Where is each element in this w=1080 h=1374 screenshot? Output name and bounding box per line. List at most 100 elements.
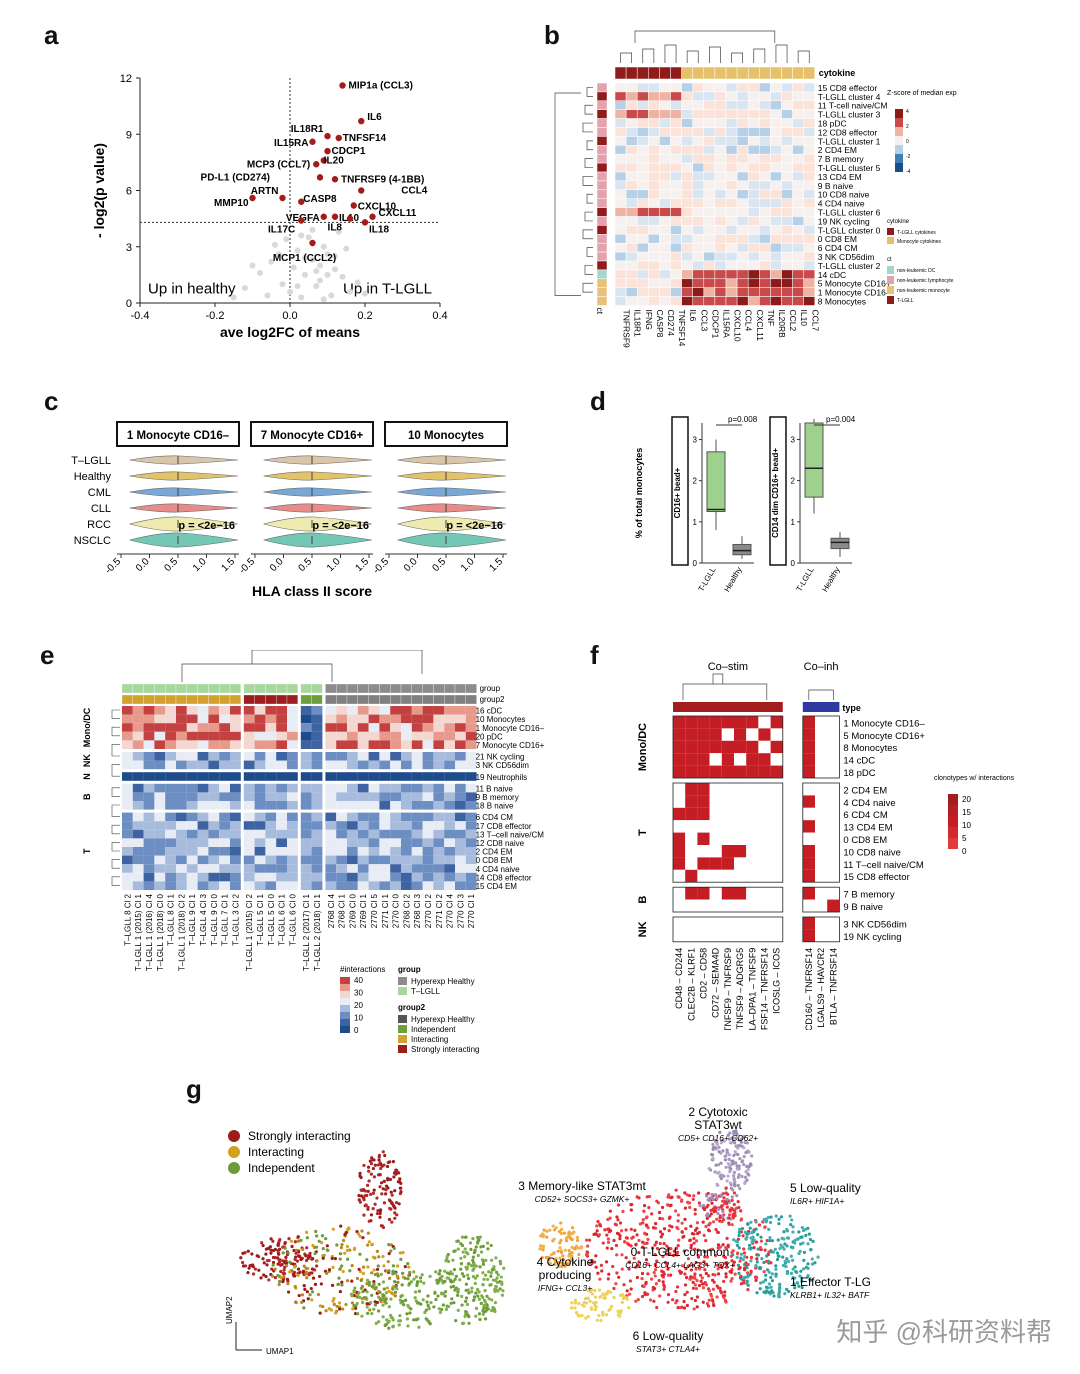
- heatmap-cell: [692, 198, 705, 208]
- umap-point: [393, 1271, 398, 1275]
- heatmap-cell: [725, 153, 738, 164]
- umap-point: [698, 1273, 703, 1277]
- umap-point: [806, 1274, 810, 1278]
- umap-point: [476, 1238, 481, 1242]
- umap-point: [484, 1273, 488, 1277]
- heatmap-cell: [254, 821, 266, 830]
- heatmap-cell: [815, 783, 828, 796]
- heatmap-cell: [132, 864, 144, 873]
- heatmap-cell: [143, 723, 155, 732]
- violin: [263, 532, 372, 548]
- umap-point: [637, 1251, 641, 1255]
- heatmap-cell: [714, 162, 727, 173]
- umap-point: [791, 1225, 795, 1229]
- umap-point: [387, 1289, 391, 1293]
- heatmap-cell: [444, 838, 455, 847]
- heatmap-cell: [455, 801, 466, 810]
- umap-point: [473, 1276, 478, 1280]
- group2-annotation-cell: [219, 694, 231, 705]
- umap-point: [350, 1264, 354, 1268]
- heatmap-cell: [411, 772, 423, 781]
- umap-point: [361, 1290, 365, 1294]
- umap-point: [629, 1227, 633, 1231]
- heatmap-cell: [422, 855, 434, 865]
- heatmap-cell: [165, 801, 176, 810]
- umap-point: [720, 1265, 724, 1270]
- heatmap-cell: [347, 752, 358, 761]
- heatmap-cell: [208, 760, 220, 770]
- heatmap-cell: [243, 752, 255, 761]
- ct-annotation-cell: [596, 82, 608, 93]
- umap-point: [365, 1297, 369, 1301]
- col-label: CD274: [666, 310, 676, 337]
- heatmap-cell: [692, 162, 705, 173]
- umap-point: [580, 1303, 585, 1307]
- umap-point: [801, 1267, 806, 1271]
- heatmap-cell: [747, 269, 760, 280]
- heatmap-cell: [703, 180, 716, 191]
- umap-point: [706, 1198, 710, 1202]
- group2-legend-label: Independent: [411, 1025, 456, 1034]
- heatmap-cell: [709, 783, 722, 796]
- col-label: TNFSF14 – TNFRSF14: [760, 948, 770, 1030]
- umap-point: [596, 1271, 600, 1275]
- umap-point: [370, 1311, 374, 1316]
- facet-label: 10 Monocytes: [408, 430, 484, 442]
- umap-point: [260, 1241, 264, 1245]
- col-label: TNFRSF9: [622, 310, 632, 349]
- heatmap-cell: [143, 752, 155, 761]
- umap-point: [304, 1254, 308, 1258]
- umap-point: [711, 1147, 715, 1151]
- heatmap-cell: [747, 91, 760, 102]
- group2-annotation-cell: [346, 694, 358, 705]
- heatmap-cell: [197, 801, 209, 810]
- heatmap-cell: [770, 728, 783, 741]
- heatmap-cell: [433, 731, 445, 741]
- labeled-point: [335, 134, 342, 142]
- x-tick-label: 0.0: [402, 556, 420, 574]
- heatmap-cell: [670, 91, 682, 102]
- umap-point: [717, 1145, 721, 1149]
- umap-point: [339, 1245, 343, 1250]
- umap-point: [281, 1259, 285, 1263]
- col-label: 2769 Cl 1: [359, 893, 368, 928]
- heatmap-cell: [276, 801, 287, 810]
- umap-point: [743, 1181, 747, 1186]
- heatmap-cell: [287, 864, 298, 873]
- umap-point: [736, 1200, 740, 1204]
- heatmap-cell: [815, 765, 828, 778]
- umap-point: [454, 1319, 458, 1323]
- heatmap-cell: [143, 838, 155, 847]
- umap-point: [727, 1137, 731, 1141]
- heatmap-cell: [721, 716, 734, 729]
- point-label: ARTN: [251, 186, 279, 197]
- heatmap-cell: [243, 847, 255, 856]
- row-label: 19 Neutrophils: [476, 773, 528, 782]
- legend-tick: 10: [354, 1014, 363, 1023]
- heatmap-cell: [792, 180, 804, 191]
- heatmap-cell: [122, 847, 133, 856]
- umap-point: [327, 1307, 331, 1311]
- group-legend-swatch: [398, 987, 407, 995]
- heatmap-cell: [636, 278, 649, 288]
- heatmap-cell: [770, 127, 782, 137]
- umap-point: [745, 1164, 749, 1168]
- legend-label: Interacting: [248, 1145, 304, 1159]
- heatmap-cell: [254, 760, 266, 770]
- heatmap-cell: [197, 740, 209, 749]
- heatmap-cell: [792, 278, 804, 288]
- group-label: NSCLC: [74, 535, 111, 547]
- heatmap-cell: [692, 109, 705, 119]
- heatmap-cell: [276, 881, 287, 890]
- umap-point: [675, 1299, 679, 1303]
- violin: [397, 503, 506, 513]
- legend-swatch: [228, 1146, 240, 1158]
- row-label: 6 CD4 CM: [476, 813, 514, 822]
- facet-strip: [250, 421, 374, 447]
- umap-point: [303, 1287, 307, 1291]
- heatmap-cell: [747, 127, 760, 137]
- heatmap-cell: [300, 838, 312, 847]
- heatmap-cell: [659, 118, 671, 128]
- umap-point: [396, 1280, 400, 1284]
- heatmap-cell: [357, 855, 369, 865]
